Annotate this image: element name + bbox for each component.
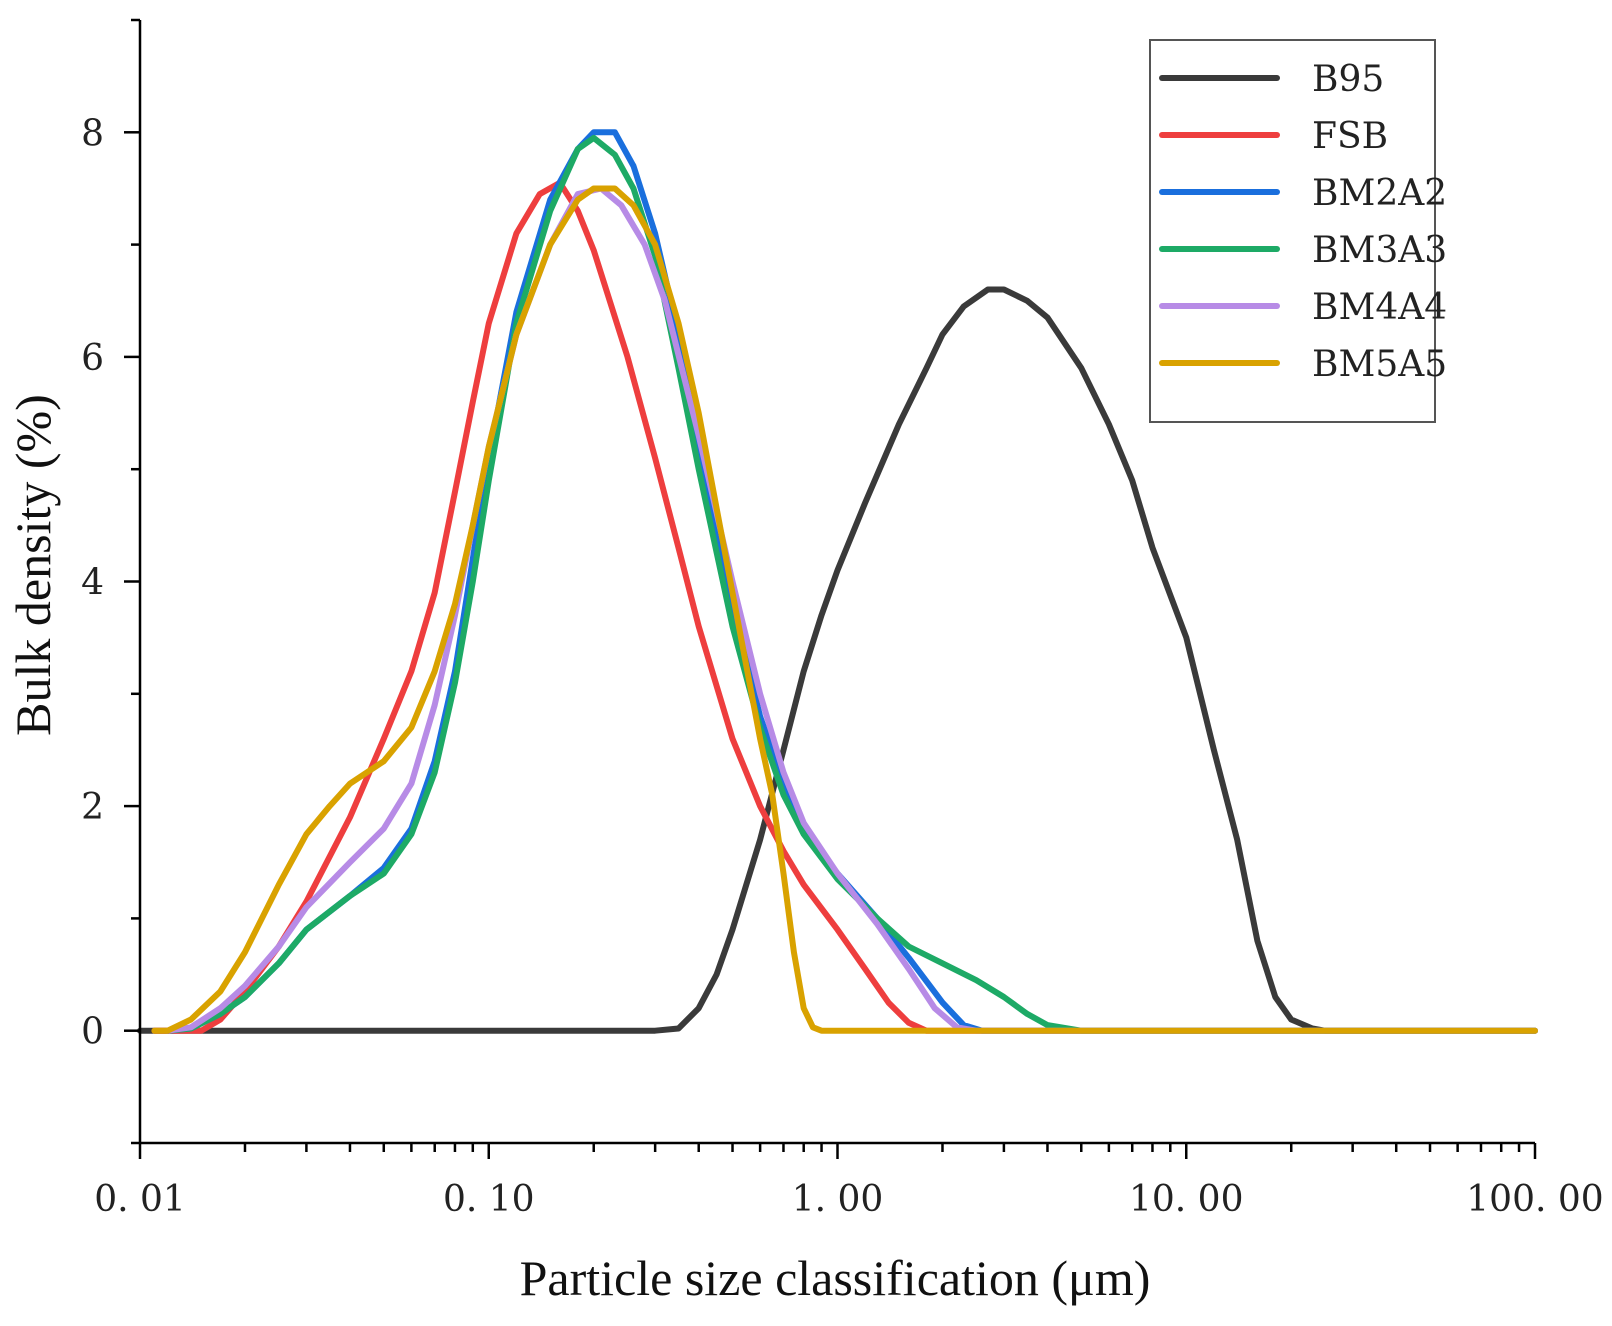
legend-label: BM5A5 — [1312, 344, 1447, 385]
legend-label: BM2A2 — [1312, 173, 1447, 214]
legend-label: BM3A3 — [1312, 230, 1447, 271]
x-tick-label: 100. 00 — [1466, 1179, 1603, 1220]
x-tick-label: 10. 00 — [1129, 1179, 1244, 1220]
y-tick-label: 2 — [81, 787, 104, 828]
y-tick-label: 8 — [81, 113, 104, 154]
series-line-bm5a5 — [151, 185, 1538, 1034]
legend-box — [1149, 39, 1436, 423]
axes-layer: 0. 01 0. 10 1. 00 10. 00 100. 00 0 2 4 6 8 — [81, 18, 1604, 1220]
x-tick-label: 0. 01 — [94, 1179, 186, 1220]
series-layer — [137, 129, 1538, 1034]
y-tick-label: 6 — [81, 338, 104, 379]
y-tick-label: 4 — [81, 563, 104, 604]
y-tick-label: 0 — [81, 1012, 104, 1053]
series-line-b95 — [137, 286, 1538, 1034]
x-tick-label: 1. 00 — [792, 1179, 884, 1220]
legend-label: FSB — [1312, 116, 1388, 157]
series-line-fsb — [151, 179, 1538, 1034]
legend-label: B95 — [1312, 59, 1384, 100]
legend: B95 FSB BM2A2 BM3A3 BM4A4 BM5A5 — [1149, 39, 1447, 423]
series-line-bm3a3 — [164, 134, 1538, 1034]
y-axis-title: Bulk density (%) — [5, 394, 61, 736]
x-axis-title: Particle size classification (μm) — [520, 1250, 1151, 1306]
legend-label: BM4A4 — [1312, 287, 1447, 328]
x-tick-label: 0. 10 — [443, 1179, 535, 1220]
